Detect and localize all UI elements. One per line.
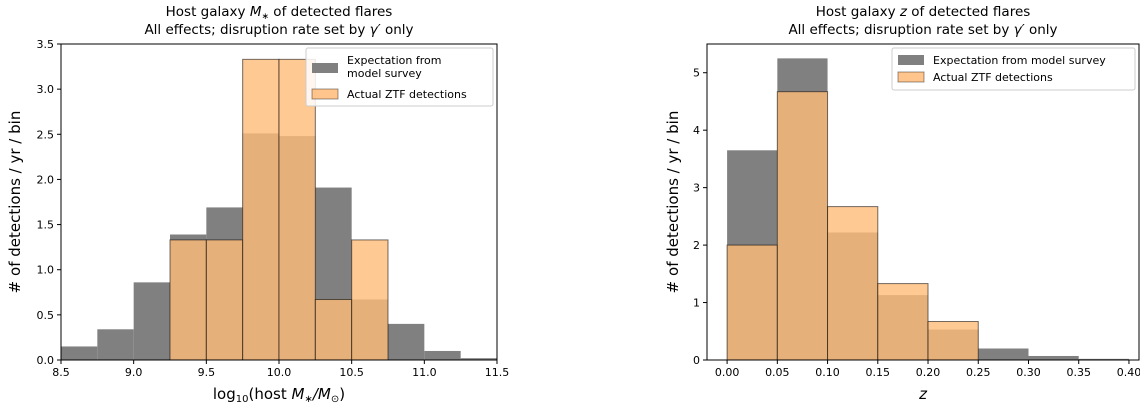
- mass-y-tick-label: 1.5: [37, 219, 55, 232]
- redshift-chart-title-line1: Host galaxy z of detected flares: [816, 4, 1031, 20]
- mass-expectation-bar: [424, 350, 461, 360]
- redshift-x-tick-label: 0.00: [715, 366, 740, 379]
- mass-chart-title-line1: Host galaxy M∗ of detected flares: [166, 4, 393, 22]
- mass-y-tick-label: 0.0: [37, 354, 55, 367]
- mass-y-axis-label: # of detections / yr / bin: [6, 111, 24, 294]
- mass-x-tick-label: 10.0: [267, 366, 292, 379]
- mass-x-axis: 8.5 9.0 9.5 10.0 10.5 11.0 11.5: [52, 360, 509, 379]
- mass-y-tick-label: 2.0: [37, 173, 55, 186]
- mass-x-tick-label: 9.0: [125, 366, 143, 379]
- mass-ztf-bar: [314, 299, 353, 361]
- mass-x-tick-label: 9.5: [198, 366, 216, 379]
- redshift-y-tick-label: 0: [693, 354, 700, 367]
- mass-x-tick-label: 10.5: [339, 366, 364, 379]
- mass-expectation-bar: [61, 346, 98, 360]
- redshift-x-tick-label: 0.35: [1066, 366, 1091, 379]
- redshift-ztf-bar: [827, 206, 879, 361]
- mass-x-tick-label: 11.5: [485, 366, 510, 379]
- redshift-x-axis-label: z: [918, 385, 928, 403]
- mass-x-tick-label: 11.0: [412, 366, 437, 379]
- mass-legend: Expectation from model survey Actual ZTF…: [305, 47, 494, 107]
- redshift-y-tick-label: 4: [693, 124, 700, 137]
- redshift-chart-title-line2: All effects; disruption rate set by γ′ o…: [788, 22, 1057, 38]
- redshift-plot-frame: [706, 43, 1140, 361]
- redshift-x-tick-label: 0.10: [815, 366, 840, 379]
- mass-ztf-bar: [242, 58, 280, 361]
- mass-legend-swatch-ztf: [311, 88, 339, 100]
- redshift-x-tick-label: 0.20: [916, 366, 941, 379]
- mass-expectation-bar: [388, 323, 425, 360]
- redshift-ztf-bar: [927, 321, 979, 361]
- mass-legend-label-expectation-1: Expectation from: [347, 54, 441, 67]
- redshift-legend-label-ztf: Actual ZTF detections: [933, 71, 1053, 84]
- redshift-y-axis: 0 1 2 3 4 5: [693, 67, 707, 367]
- redshift-expectation-bar: [1078, 358, 1129, 360]
- mass-y-tick-label: 3.0: [37, 83, 55, 96]
- mass-x-tick-label: 8.5: [52, 366, 70, 379]
- redshift-y-tick-label: 1: [693, 297, 700, 310]
- mass-legend-swatch-expectation: [312, 63, 338, 73]
- redshift-legend-label-expectation: Expectation from model survey: [933, 54, 1106, 67]
- mass-legend-box: [305, 47, 494, 107]
- mass-ztf-bar: [278, 58, 316, 361]
- redshift-legend: Expectation from model survey Actual ZTF…: [891, 47, 1136, 91]
- mass-expectation-bar: [460, 358, 497, 360]
- redshift-ztf-bar: [726, 244, 778, 361]
- redshift-legend-box: [891, 47, 1136, 91]
- redshift-x-tick-label: 0.05: [765, 366, 790, 379]
- mass-x-axis-label: log10(host M∗/M⊙): [213, 385, 345, 405]
- redshift-x-tick-label: 0.30: [1016, 366, 1041, 379]
- redshift-y-tick-label: 3: [693, 182, 700, 195]
- redshift-legend-swatch-expectation: [898, 55, 924, 65]
- redshift-chart: Host galaxy z of detected flares All eff…: [664, 4, 1140, 403]
- mass-expectation-bar: [97, 329, 134, 360]
- redshift-x-tick-label: 0.40: [1117, 366, 1140, 379]
- mass-chart: Host galaxy M∗ of detected flares All ef…: [6, 4, 509, 405]
- redshift-x-tick-label: 0.25: [966, 366, 991, 379]
- mass-legend-label-ztf: Actual ZTF detections: [347, 88, 467, 101]
- mass-chart-title-line2: All effects; disruption rate set by γ′ o…: [144, 22, 413, 38]
- mass-ztf-bar: [169, 239, 207, 361]
- redshift-expectation-bar: [1028, 355, 1079, 360]
- redshift-legend-swatch-ztf: [897, 71, 925, 83]
- mass-ztf-bar: [351, 239, 389, 361]
- redshift-x-axis: 0.00 0.05 0.10 0.15 0.20 0.25 0.30 0.35 0.40: [715, 360, 1140, 379]
- redshift-expectation-bar: [978, 348, 1029, 360]
- redshift-histogram-bars: [726, 58, 1129, 361]
- redshift-ztf-bar: [877, 283, 929, 361]
- mass-y-axis: 0.0 0.5 1.0 1.5 2.0 2.5 3.0 3.5: [37, 38, 61, 367]
- redshift-x-tick-label: 0.15: [866, 366, 891, 379]
- redshift-y-tick-label: 5: [693, 67, 700, 80]
- mass-ztf-bar: [205, 239, 244, 361]
- mass-y-tick-label: 1.0: [37, 264, 55, 277]
- mass-legend-label-expectation-2: model survey: [347, 67, 422, 80]
- mass-y-tick-label: 2.5: [37, 128, 55, 141]
- redshift-y-axis-label: # of detections / yr / bin: [664, 111, 682, 294]
- redshift-ztf-bar: [776, 91, 829, 361]
- mass-y-tick-label: 0.5: [37, 309, 55, 322]
- mass-histogram-bars: [61, 58, 497, 361]
- mass-y-tick-label: 3.5: [37, 38, 55, 51]
- mass-expectation-bar: [133, 282, 170, 360]
- redshift-y-tick-label: 2: [693, 239, 700, 252]
